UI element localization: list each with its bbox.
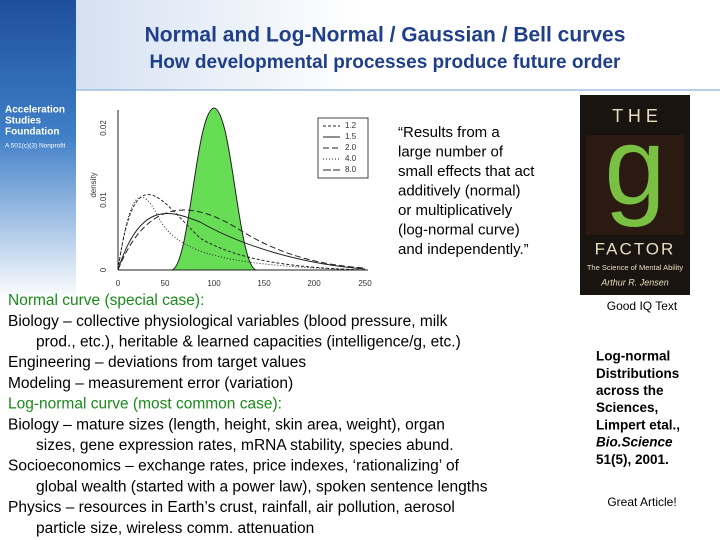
quote-line: large number of xyxy=(398,143,504,160)
body-heading: Log-normal curve (most common case): xyxy=(8,396,282,413)
book-subtitle: The Science of Mental Ability xyxy=(587,263,684,272)
body-line: particle size, wireless comm. attenuatio… xyxy=(36,520,314,537)
x-tick-label: 50 xyxy=(161,279,170,288)
book-letter: g xyxy=(604,105,665,228)
lognormal-curve xyxy=(117,194,366,271)
book-factor: FACTOR xyxy=(595,239,676,258)
article-line: Limpert etal., xyxy=(596,417,680,432)
quote-line: (log-normal curve) xyxy=(398,221,520,238)
legend-label: 1.5 xyxy=(345,132,357,141)
body-line: Biology – mature sizes (length, height, … xyxy=(8,416,445,433)
x-tick-label: 100 xyxy=(207,279,221,288)
quote-line: small effects that act xyxy=(398,163,535,180)
y-axis-label: density xyxy=(89,172,98,197)
article-caption: Great Article! xyxy=(607,495,676,509)
x-tick-label: 150 xyxy=(257,279,271,288)
body-line: Modeling – measurement error (variation) xyxy=(8,375,293,392)
logo-text: Acceleration xyxy=(5,105,65,116)
book-author: Arthur R. Jensen xyxy=(600,277,669,287)
y-tick-label: 0.01 xyxy=(99,192,108,208)
book-caption: Good IQ Text xyxy=(607,299,678,313)
book-panel xyxy=(586,135,684,235)
body-line: Biology – collective physiological varia… xyxy=(8,313,448,330)
article-journal: Bio.Science xyxy=(596,435,673,450)
article-line: Distributions xyxy=(596,366,679,381)
axes xyxy=(117,110,368,271)
quote-line: additively (normal) xyxy=(398,182,521,199)
quote-line: and independently.” xyxy=(398,241,529,258)
y-tick-label: 0.02 xyxy=(99,120,108,136)
logo-text: Foundation xyxy=(5,127,59,138)
body-line: prod., etc.), heritable & learned capaci… xyxy=(36,333,461,350)
subtitle: How developmental processes produce futu… xyxy=(150,52,621,73)
legend-label: 8.0 xyxy=(345,165,357,174)
body-heading: Normal curve (special case): xyxy=(8,292,204,309)
lognormal-curve xyxy=(117,209,366,271)
body-line: Engineering – deviations from target val… xyxy=(8,354,306,371)
logo-tagline: A 501(c)(3) Nonprofit xyxy=(5,143,66,150)
body-line: Socioeconomics – exchange rates, price i… xyxy=(8,458,460,475)
quote-line: or multiplicatively xyxy=(398,202,513,219)
book-the: T H E xyxy=(612,106,658,126)
body-line: sizes, gene expression rates, mRNA stabi… xyxy=(36,437,454,454)
logo-text: Studies xyxy=(5,116,42,127)
x-tick-label: 0 xyxy=(116,279,121,288)
x-tick-label: 250 xyxy=(358,279,372,288)
body-line: global wealth (started with a power law)… xyxy=(36,478,488,495)
x-tick-label: 200 xyxy=(307,279,321,288)
header-band xyxy=(0,0,720,90)
legend-label: 2.0 xyxy=(345,143,357,152)
article-issue: 51(5), 2001. xyxy=(596,452,669,467)
article-line: Log-normal xyxy=(596,349,670,364)
article-line: across the xyxy=(596,383,664,398)
y-tick-label: 0 xyxy=(99,267,108,272)
title: Normal and Log-Normal / Gaussian / Bell … xyxy=(145,24,626,47)
legend-label: 4.0 xyxy=(345,154,357,163)
body-line: Physics – resources in Earth’s crust, ra… xyxy=(8,499,455,516)
legend-label: 1.2 xyxy=(345,121,357,130)
article-line: Sciences, xyxy=(596,400,658,415)
lognormal-curve xyxy=(117,213,366,271)
quote-line: “Results from a xyxy=(398,124,500,141)
sidebar xyxy=(0,0,76,300)
